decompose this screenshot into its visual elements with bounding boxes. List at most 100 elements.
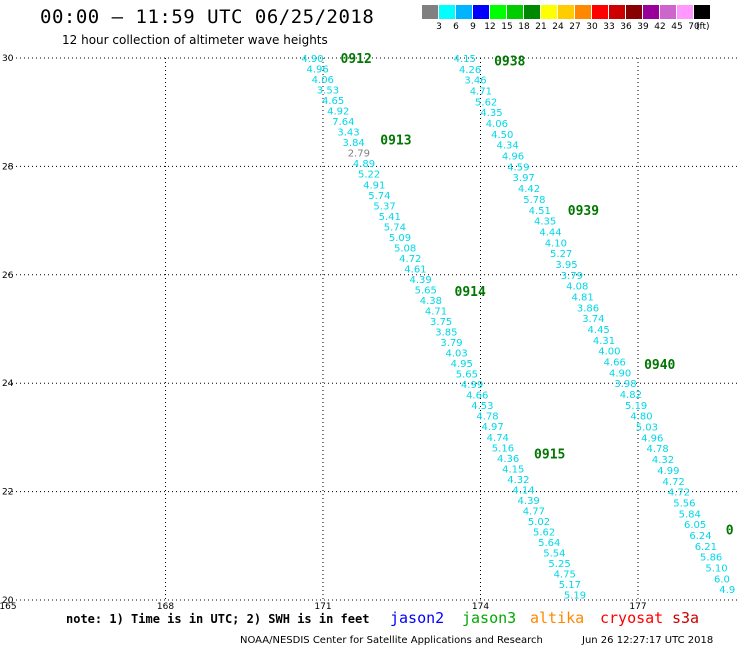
wave-height-label: 5.65 <box>456 370 478 381</box>
scale-label: 42 <box>654 22 666 32</box>
y-tick-label: 22 <box>2 488 13 498</box>
wave-height-label: 4.61 <box>404 264 426 275</box>
wave-height-label: 3.97 <box>513 173 535 184</box>
scale-swatch <box>473 5 489 19</box>
wave-height-label: 4.96 <box>641 433 663 444</box>
wave-height-label: 3.53 <box>317 86 339 97</box>
scale-swatch <box>575 5 591 19</box>
wave-height-label: 4.06 <box>486 119 508 130</box>
scale-label: 39 <box>637 22 649 32</box>
wave-height-label: 4.96 <box>307 65 329 76</box>
wave-height-label: 5.27 <box>550 249 572 260</box>
wave-height-label: 4.77 <box>523 506 545 517</box>
wave-height-label: 4.9 <box>719 585 735 596</box>
wave-height-label: 4.50 <box>491 130 513 141</box>
y-tick-label: 20 <box>2 596 14 606</box>
pass-time-label: 0914 <box>455 285 486 300</box>
wave-height-label: 5.84 <box>679 509 701 520</box>
wave-height-label: 4.72 <box>668 488 690 499</box>
wave-height-label: 5.19 <box>564 591 586 602</box>
wave-height-label: 4.35 <box>534 217 556 228</box>
wave-height-label: 4.03 <box>445 349 467 360</box>
wave-height-label: 5.78 <box>523 195 545 206</box>
wave-height-label: 4.39 <box>409 275 431 286</box>
scale-label: 36 <box>620 22 632 32</box>
wave-height-label: 4.96 <box>502 152 524 163</box>
y-tick-label: 30 <box>2 54 14 64</box>
scale-label: 9 <box>470 22 476 32</box>
scale-swatch <box>490 5 506 19</box>
wave-height-label: 3.46 <box>464 76 486 87</box>
wave-height-label: 4.32 <box>652 455 674 466</box>
scale-label: 30 <box>586 22 598 32</box>
wave-height-label: 4.39 <box>518 496 540 507</box>
wave-height-label: 4.26 <box>459 65 481 76</box>
x-tick-label: 171 <box>314 602 331 612</box>
wave-height-label: 4.74 <box>487 433 509 444</box>
footer-credit: NOAA/NESDIS Center for Satellite Applica… <box>240 635 543 646</box>
wave-height-label: 5.74 <box>384 222 406 233</box>
wave-height-label: 4.15 <box>502 464 524 475</box>
wave-height-label: 4.80 <box>630 412 652 423</box>
wave-height-label: 5.56 <box>673 498 695 509</box>
wave-height-label: 4.82 <box>620 390 642 401</box>
scale-swatch <box>609 5 625 19</box>
wave-height-label: 4.92 <box>327 107 349 118</box>
wave-height-label: 4.65 <box>322 96 344 107</box>
wave-height-label: 5.10 <box>705 563 727 574</box>
satellite-jason3: jason3 <box>462 609 517 627</box>
y-tick-label: 26 <box>2 271 14 281</box>
wave-height-label: 4.32 <box>507 475 529 486</box>
wave-height-label: 6.24 <box>689 531 711 542</box>
pass-time-label: 0912 <box>341 52 372 67</box>
wave-height-label: 4.10 <box>545 238 567 249</box>
scale-label: 21 <box>535 22 547 32</box>
wave-height-label: 3.85 <box>435 328 457 339</box>
wave-height-label: 2.79 <box>348 149 370 160</box>
wave-height-label: 5.86 <box>700 553 722 564</box>
satellite-jason2: jason2 <box>390 609 445 627</box>
wave-height-label: 5.03 <box>636 423 658 434</box>
footer-timestamp: Jun 26 12:27:17 UTC 2018 <box>582 635 714 646</box>
wave-height-label: 3.43 <box>337 128 359 139</box>
wave-height-label: 4.31 <box>593 336 615 347</box>
wave-height-label: 4.97 <box>482 422 504 433</box>
wave-height-label: 6.05 <box>684 520 706 531</box>
scale-swatch <box>524 5 540 19</box>
pass-time-label: 0915 <box>534 448 565 463</box>
wave-height-label: 4.99 <box>461 380 483 391</box>
wave-height-label: 5.65 <box>415 285 437 296</box>
scale-unit: (ft) <box>696 22 710 32</box>
wave-height-label: 4.71 <box>470 87 492 98</box>
y-tick-label: 24 <box>2 379 14 389</box>
scale-swatch <box>558 5 574 19</box>
scale-label: 12 <box>484 22 496 32</box>
wave-height-label: 4.90 <box>301 54 323 65</box>
pass-time-label: 0913 <box>380 133 411 148</box>
wave-height-label: 4.35 <box>480 108 502 119</box>
scale-label: 6 <box>453 22 459 32</box>
wave-height-label: 5.37 <box>373 201 395 212</box>
x-tick-label: 177 <box>629 602 646 612</box>
footer-note: note: 1) Time is in UTC; 2) SWH is in fe… <box>66 612 370 626</box>
x-tick-label: 165 <box>0 602 17 612</box>
scale-swatch <box>643 5 659 19</box>
wave-height-label: 5.62 <box>475 97 497 108</box>
wave-height-label: 3.79 <box>440 338 462 349</box>
scale-label: 70 <box>688 22 700 32</box>
pass-time-label: 0 <box>726 524 734 539</box>
wave-height-label: 5.17 <box>559 580 581 591</box>
scale-label: 27 <box>569 22 581 32</box>
wave-height-label: 4.78 <box>646 444 668 455</box>
wave-height-label: 4.99 <box>657 466 679 477</box>
wave-height-label: 3.74 <box>582 314 604 325</box>
satellite-altika: altika <box>530 609 585 627</box>
scale-label: 18 <box>518 22 530 32</box>
scale-swatch <box>422 5 438 19</box>
scale-label: 45 <box>671 22 683 32</box>
wave-height-label: 4.89 <box>353 159 375 170</box>
wave-height-label: 5.16 <box>492 443 514 454</box>
wave-height-label: 4.06 <box>312 75 334 86</box>
wave-height-label: 4.34 <box>496 141 518 152</box>
